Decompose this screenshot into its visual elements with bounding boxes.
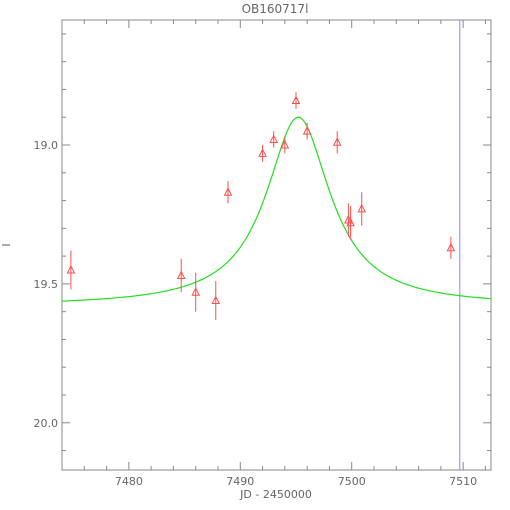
data-point-triangle [446,242,456,252]
data-point-triangle [280,139,290,149]
data-point-triangle [211,295,221,305]
y-axis-label: I [0,243,13,246]
y-tick-label: 19.0 [34,139,59,152]
x-tick-label: 7500 [338,475,366,488]
chart-title: OB160717l [242,2,309,16]
model-curve [61,116,492,302]
data-point-triangle [223,187,233,196]
data-point-triangle [357,203,367,213]
y-tick-labels: 19.0 19.5 20.0 [34,139,59,430]
axis-ticks [61,20,491,470]
data-point-triangle [302,125,312,135]
data-point-triangle [176,270,186,280]
data-point-triangle [191,287,201,296]
x-tick-label: 7480 [115,475,143,488]
x-axis-label: JD - 2450000 [239,488,312,501]
data-point-triangle [346,217,355,227]
data-point-triangle [258,148,267,157]
x-tick-label: 7490 [226,475,254,488]
x-tick-labels: 7480 7490 7500 7510 [115,475,477,488]
data-point-triangle [269,134,279,143]
data-points-layer [66,92,456,320]
y-tick-label: 20.0 [34,417,59,430]
model-curve-layer [61,116,492,302]
y-tick-label: 19.5 [34,278,59,291]
data-point-triangle [66,264,76,274]
data-point-triangle [291,95,301,105]
plot-frame [61,19,492,471]
x-tick-label: 7510 [449,475,477,488]
data-point-triangle [332,137,342,146]
